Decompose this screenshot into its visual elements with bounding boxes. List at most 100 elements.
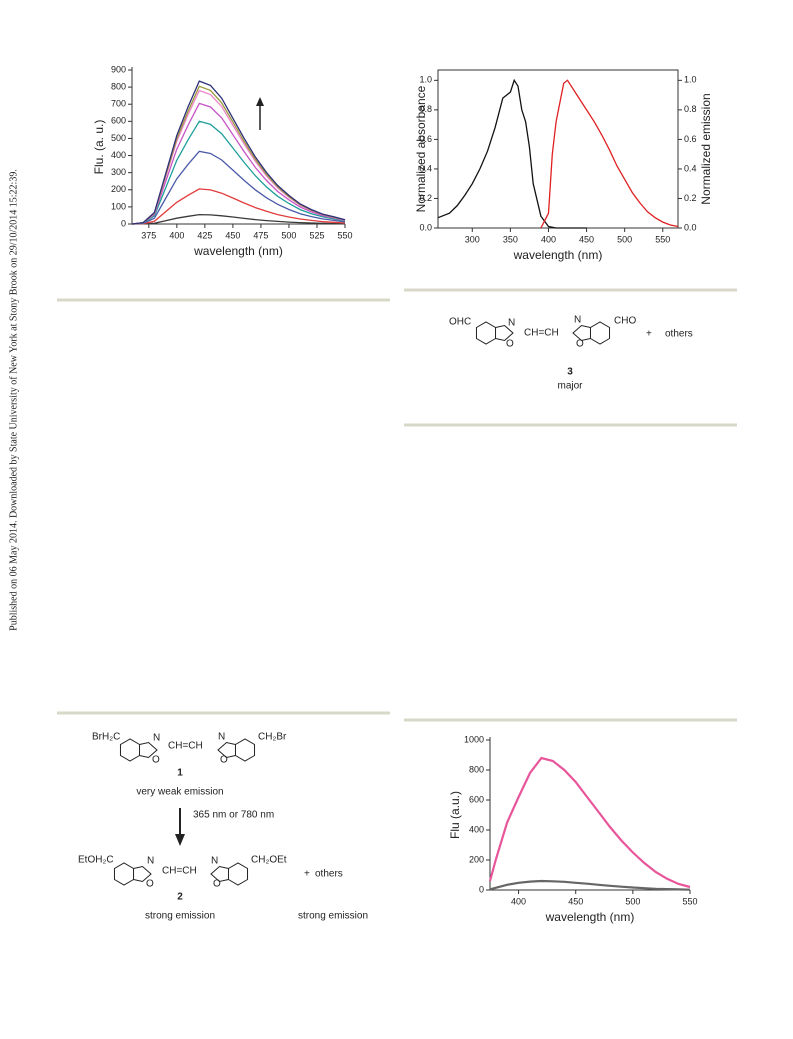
scheme-3: OHC N O CH=CH N O CHO + others 3 major	[449, 315, 693, 392]
chart: 375 400 425 450 475 500 525 550 0 100 200 300 400 500…	[92, 64, 352, 258]
y2-tick-label: 0.8	[684, 104, 697, 114]
group: BrH₂C	[92, 732, 120, 743]
y-tick-label: 1.0	[419, 75, 432, 85]
caption: strong emission	[298, 911, 368, 922]
x-tick-label: 475	[253, 230, 268, 240]
ring	[210, 865, 229, 883]
ring	[113, 862, 135, 886]
atom: N	[211, 856, 218, 867]
atom: O	[152, 755, 160, 766]
atom: N	[218, 732, 225, 743]
x-axis-label: wavelength (nm)	[545, 910, 635, 924]
ring	[475, 321, 497, 345]
y-tick-label: 0	[121, 218, 126, 228]
y2-tick-label: 0.4	[684, 163, 697, 173]
plot-frame	[437, 69, 679, 229]
data-line	[131, 150, 346, 225]
x-tick-label: 400	[169, 230, 184, 240]
y-tick-label: 0.6	[419, 134, 432, 144]
x-tick-label: 350	[503, 234, 518, 244]
y-tick-label: 0	[479, 884, 484, 894]
y-axis-label: Flu. (a. u.)	[92, 120, 106, 175]
y-tick-label: 900	[111, 64, 126, 74]
x-tick-label: 450	[579, 234, 594, 244]
y-tick-label: 0.8	[419, 104, 432, 114]
plus: +	[646, 329, 652, 340]
conditions: 365 nm or 780 nm	[193, 810, 274, 821]
linker: CH=CH	[524, 328, 559, 339]
x-tick-label: 550	[337, 230, 352, 240]
plus: +	[304, 869, 310, 880]
data-line	[131, 102, 346, 225]
linker: CH=CH	[168, 741, 203, 752]
y-tick-label: 0.0	[419, 222, 432, 232]
x-tick-label: 500	[281, 230, 296, 240]
data-line	[131, 213, 346, 225]
ring	[139, 741, 158, 759]
caption: major	[557, 381, 583, 392]
x-tick-label: 500	[617, 234, 632, 244]
ring	[133, 865, 152, 883]
x-tick-label: 375	[141, 230, 156, 240]
y2-tick-label: 0.0	[684, 222, 697, 232]
caption: strong emission	[145, 911, 215, 922]
atom: O	[506, 339, 514, 350]
atom: N	[574, 315, 581, 326]
atom: N	[147, 856, 154, 867]
compound-number: 2	[177, 892, 183, 903]
x-axis-label: wavelength (nm)	[513, 248, 603, 262]
data-line	[131, 80, 346, 225]
y-axis-label: Normalized absorbance	[414, 85, 428, 212]
atom: N	[508, 318, 515, 329]
others: others	[665, 329, 693, 340]
compound-number: 1	[177, 768, 183, 779]
ring	[234, 738, 256, 762]
atom: O	[220, 755, 228, 766]
data-line	[489, 879, 691, 891]
y-tick-label: 700	[111, 99, 126, 109]
y-tick-label: 1000	[464, 734, 484, 744]
arrow-head	[256, 97, 264, 106]
data-line	[488, 756, 691, 889]
y-tick-label: 600	[469, 794, 484, 804]
x-tick-label: 525	[309, 230, 324, 240]
ring	[217, 741, 236, 759]
chart: 300 350 400 450 500 550 0.0 0.2 0.4 0.6 0.8 1.0 0.0 0…	[414, 69, 713, 262]
y-tick-label: 100	[111, 201, 126, 211]
x-tick-label: 450	[568, 896, 583, 906]
x-tick-label: 300	[465, 234, 480, 244]
y-tick-label: 0.2	[419, 193, 432, 203]
x-tick-label: 450	[225, 230, 240, 240]
y2-tick-label: 1.0	[684, 75, 697, 85]
sidebar-note: Published on 06 May 2014. Downloaded by …	[8, 169, 19, 631]
atom: O	[576, 339, 584, 350]
data-line	[131, 188, 346, 225]
y-tick-label: 800	[111, 81, 126, 91]
linker: CH=CH	[162, 866, 197, 877]
group: CHO	[614, 316, 636, 327]
reaction-arrow-head	[175, 834, 185, 846]
ring	[227, 862, 249, 886]
group: OHC	[449, 317, 471, 328]
y-tick-label: 400	[111, 150, 126, 160]
x-tick-label: 425	[197, 230, 212, 240]
caption: very weak emission	[136, 787, 223, 798]
x-tick-label: 400	[511, 896, 526, 906]
ring	[495, 324, 514, 342]
atom: O	[213, 879, 221, 890]
y-tick-label: 200	[469, 854, 484, 864]
y2-axis-label: Normalized emission	[699, 93, 713, 204]
x-tick-label: 550	[682, 896, 697, 906]
data-line	[131, 89, 346, 225]
y-tick-label: 600	[111, 116, 126, 126]
data-line	[131, 120, 346, 225]
y2-tick-label: 0.6	[684, 134, 697, 144]
x-axis-label: wavelength (nm)	[193, 244, 283, 258]
x-tick-label: 400	[541, 234, 556, 244]
y-tick-label: 500	[111, 133, 126, 143]
chart: 400 450 500 550 0 200 400 600 800 1000 wavelength …	[448, 734, 697, 924]
group: CH₂Br	[258, 732, 287, 743]
ring	[589, 321, 611, 345]
ring	[119, 738, 141, 762]
